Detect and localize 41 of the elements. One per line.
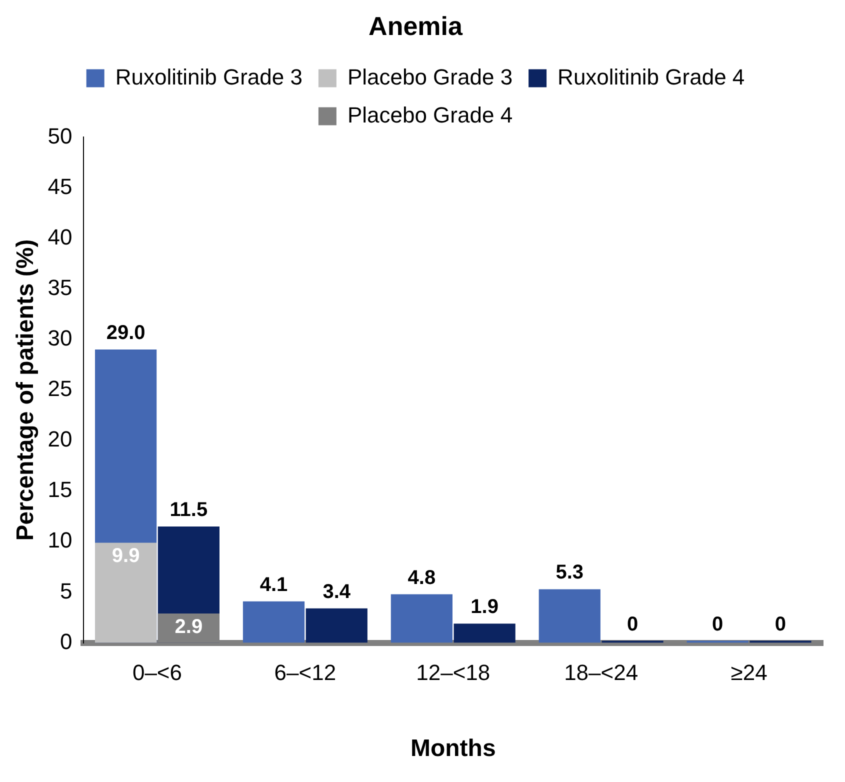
legend-label: Placebo Grade 3 bbox=[347, 64, 513, 90]
data-label: 3.4 bbox=[322, 580, 352, 603]
data-label: 2.9 bbox=[174, 616, 203, 638]
y-tick-label: 30 bbox=[48, 326, 72, 351]
bar bbox=[94, 542, 157, 643]
y-tick-label: 20 bbox=[48, 426, 72, 452]
data-label: 0 bbox=[712, 613, 724, 636]
bar bbox=[454, 624, 516, 643]
data-label: 1.9 bbox=[470, 596, 498, 618]
bar bbox=[390, 594, 453, 643]
bar bbox=[242, 601, 305, 643]
data-label: 11.5 bbox=[170, 499, 208, 522]
data-label: 5.3 bbox=[556, 562, 584, 584]
data-label: 4.8 bbox=[408, 566, 436, 589]
y-tick-label: 5 bbox=[60, 578, 72, 604]
data-label: 4.1 bbox=[260, 574, 288, 596]
y-tick-label: 50 bbox=[48, 123, 72, 148]
data-label: 0 bbox=[626, 613, 638, 636]
bar bbox=[306, 608, 368, 643]
legend-label: Placebo Grade 4 bbox=[347, 102, 513, 128]
data-label: 9.9 bbox=[112, 545, 140, 568]
y-tick-label: 45 bbox=[48, 174, 72, 199]
y-axis-title: Percentage of patients (%) bbox=[12, 239, 40, 541]
y-tick-label: 0 bbox=[60, 628, 72, 654]
y-tick-label: 40 bbox=[48, 224, 72, 250]
data-label: 0 bbox=[774, 613, 786, 636]
x-tick-label: ≥24 bbox=[730, 660, 768, 686]
chart-title: Anemia bbox=[368, 10, 463, 41]
bar bbox=[538, 589, 600, 643]
legend-label: Ruxolitinib Grade 3 bbox=[115, 64, 302, 90]
x-tick-label: 12–<18 bbox=[416, 660, 490, 686]
x-tick-label: 0–<6 bbox=[132, 660, 182, 686]
data-label: 29.0 bbox=[106, 322, 146, 344]
y-tick-label: 10 bbox=[48, 528, 72, 553]
x-axis-title: Months bbox=[410, 735, 496, 762]
y-tick-label: 35 bbox=[48, 274, 72, 300]
y-tick-label: 15 bbox=[48, 477, 72, 502]
legend-label: Ruxolitinib Grade 4 bbox=[558, 64, 745, 90]
y-tick-label: 25 bbox=[48, 376, 72, 402]
x-tick-label: 18–<24 bbox=[564, 660, 638, 686]
x-tick-label: 6–<12 bbox=[274, 660, 336, 686]
